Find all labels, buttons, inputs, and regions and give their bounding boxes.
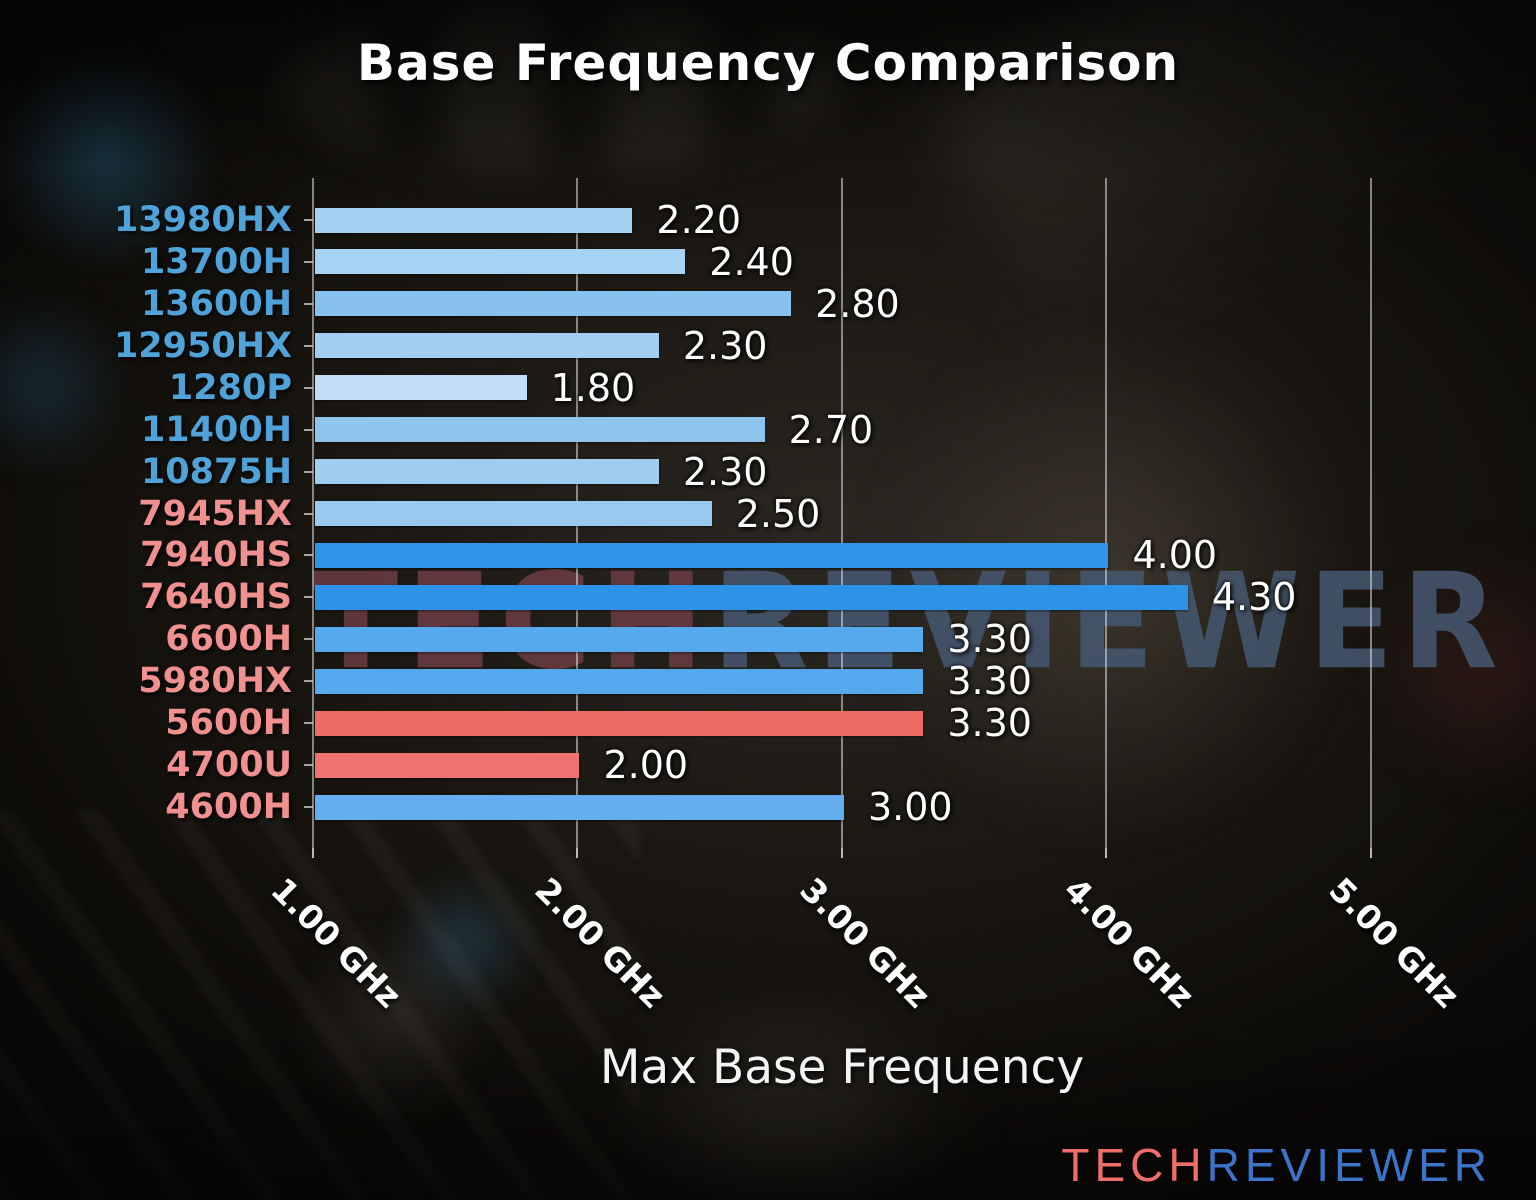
category-label: 13600H bbox=[140, 283, 292, 324]
gridline bbox=[1369, 178, 1372, 848]
x-tick-mark bbox=[576, 848, 579, 858]
bar bbox=[315, 626, 924, 652]
y-tick-mark bbox=[304, 219, 313, 221]
x-tick-mark bbox=[312, 848, 314, 858]
category-label: 7945HX bbox=[138, 493, 292, 534]
value-label: 1.80 bbox=[550, 365, 636, 410]
value-label: 2.40 bbox=[709, 239, 794, 284]
category-label: 7640HS bbox=[140, 577, 292, 618]
category-label: 7940HS bbox=[140, 535, 292, 576]
y-tick-mark bbox=[304, 806, 313, 809]
gridline bbox=[840, 178, 843, 848]
bar bbox=[315, 584, 1188, 610]
y-axis-labels: 13980HX 13700H 13600H 12950HX 1280P 11400H 108… bbox=[0, 178, 292, 848]
category-label: 12950HX bbox=[113, 325, 292, 366]
x-tick-mark bbox=[1369, 848, 1372, 858]
category-label: 5600H bbox=[165, 703, 292, 744]
value-label: 4.30 bbox=[1211, 575, 1297, 620]
bar bbox=[315, 459, 659, 485]
plot-area: 1.00 GHz 2.00 GHz 3.00 GHz 4.00 GHz 5.00 GHz… bbox=[263, 178, 1490, 1016]
y-tick-mark bbox=[304, 260, 313, 263]
watermark-tech-text: TECH bbox=[313, 545, 713, 700]
value-label: 2.30 bbox=[682, 323, 768, 368]
bar bbox=[315, 249, 686, 275]
value-label: 2.50 bbox=[735, 491, 821, 536]
value-label: 3.30 bbox=[947, 617, 1032, 662]
value-label: 3.30 bbox=[947, 701, 1032, 746]
y-tick-mark bbox=[304, 764, 313, 767]
category-label: 13700H bbox=[140, 241, 292, 282]
bar bbox=[315, 375, 527, 401]
x-axis-label: Max Base Frequency bbox=[599, 1040, 1085, 1095]
gridline bbox=[312, 178, 314, 848]
y-tick-mark bbox=[304, 554, 313, 557]
category-label: 11400H bbox=[140, 409, 292, 450]
y-tick-mark bbox=[304, 596, 313, 599]
bar bbox=[315, 501, 712, 526]
category-label: 6600H bbox=[165, 619, 292, 660]
value-label: 2.00 bbox=[603, 743, 689, 788]
bar bbox=[315, 417, 765, 443]
y-tick-mark bbox=[304, 428, 313, 431]
category-label: 13980HX bbox=[113, 200, 292, 240]
y-tick-mark bbox=[304, 386, 313, 389]
category-label: 4700U bbox=[166, 745, 292, 786]
value-label: 2.20 bbox=[656, 198, 741, 242]
y-tick-mark bbox=[304, 344, 313, 347]
y-tick-mark bbox=[304, 470, 313, 473]
y-tick-mark bbox=[304, 512, 313, 515]
bar bbox=[315, 794, 844, 820]
y-tick-mark bbox=[304, 722, 313, 725]
value-label: 3.30 bbox=[947, 659, 1032, 704]
logo-tech-text: TECH bbox=[1061, 1139, 1207, 1191]
bar bbox=[315, 668, 924, 694]
value-label: 2.80 bbox=[815, 281, 900, 326]
chart-title: Base Frequency Comparison bbox=[356, 34, 1180, 92]
bar bbox=[315, 207, 633, 233]
bar bbox=[315, 710, 924, 736]
category-label: 5980HX bbox=[138, 661, 292, 702]
bar bbox=[315, 333, 659, 359]
x-tick-mark bbox=[840, 848, 843, 858]
logo-reviewer-text: REVIEWER bbox=[1206, 1139, 1492, 1191]
techreviewer-logo: TECHREVIEWER bbox=[1061, 1138, 1492, 1192]
value-label: 4.00 bbox=[1132, 533, 1218, 578]
bar bbox=[315, 752, 580, 778]
y-tick-mark bbox=[304, 302, 313, 305]
category-label: 10875H bbox=[140, 451, 292, 492]
value-label: 3.00 bbox=[867, 785, 953, 830]
y-tick-mark bbox=[304, 680, 313, 683]
gridline bbox=[1105, 178, 1108, 848]
category-label: 1280P bbox=[168, 367, 292, 408]
bar bbox=[315, 542, 1109, 568]
techreviewer-watermark: TECHREVIEWER bbox=[313, 556, 1498, 689]
watermark-reviewer-text: REVIEWER bbox=[712, 545, 1506, 700]
x-tick-mark bbox=[1105, 848, 1108, 858]
category-label: 4600H bbox=[165, 787, 292, 828]
value-label: 2.30 bbox=[682, 449, 768, 494]
y-tick-mark bbox=[304, 638, 313, 641]
bar bbox=[315, 291, 792, 317]
value-label: 2.70 bbox=[788, 407, 874, 452]
